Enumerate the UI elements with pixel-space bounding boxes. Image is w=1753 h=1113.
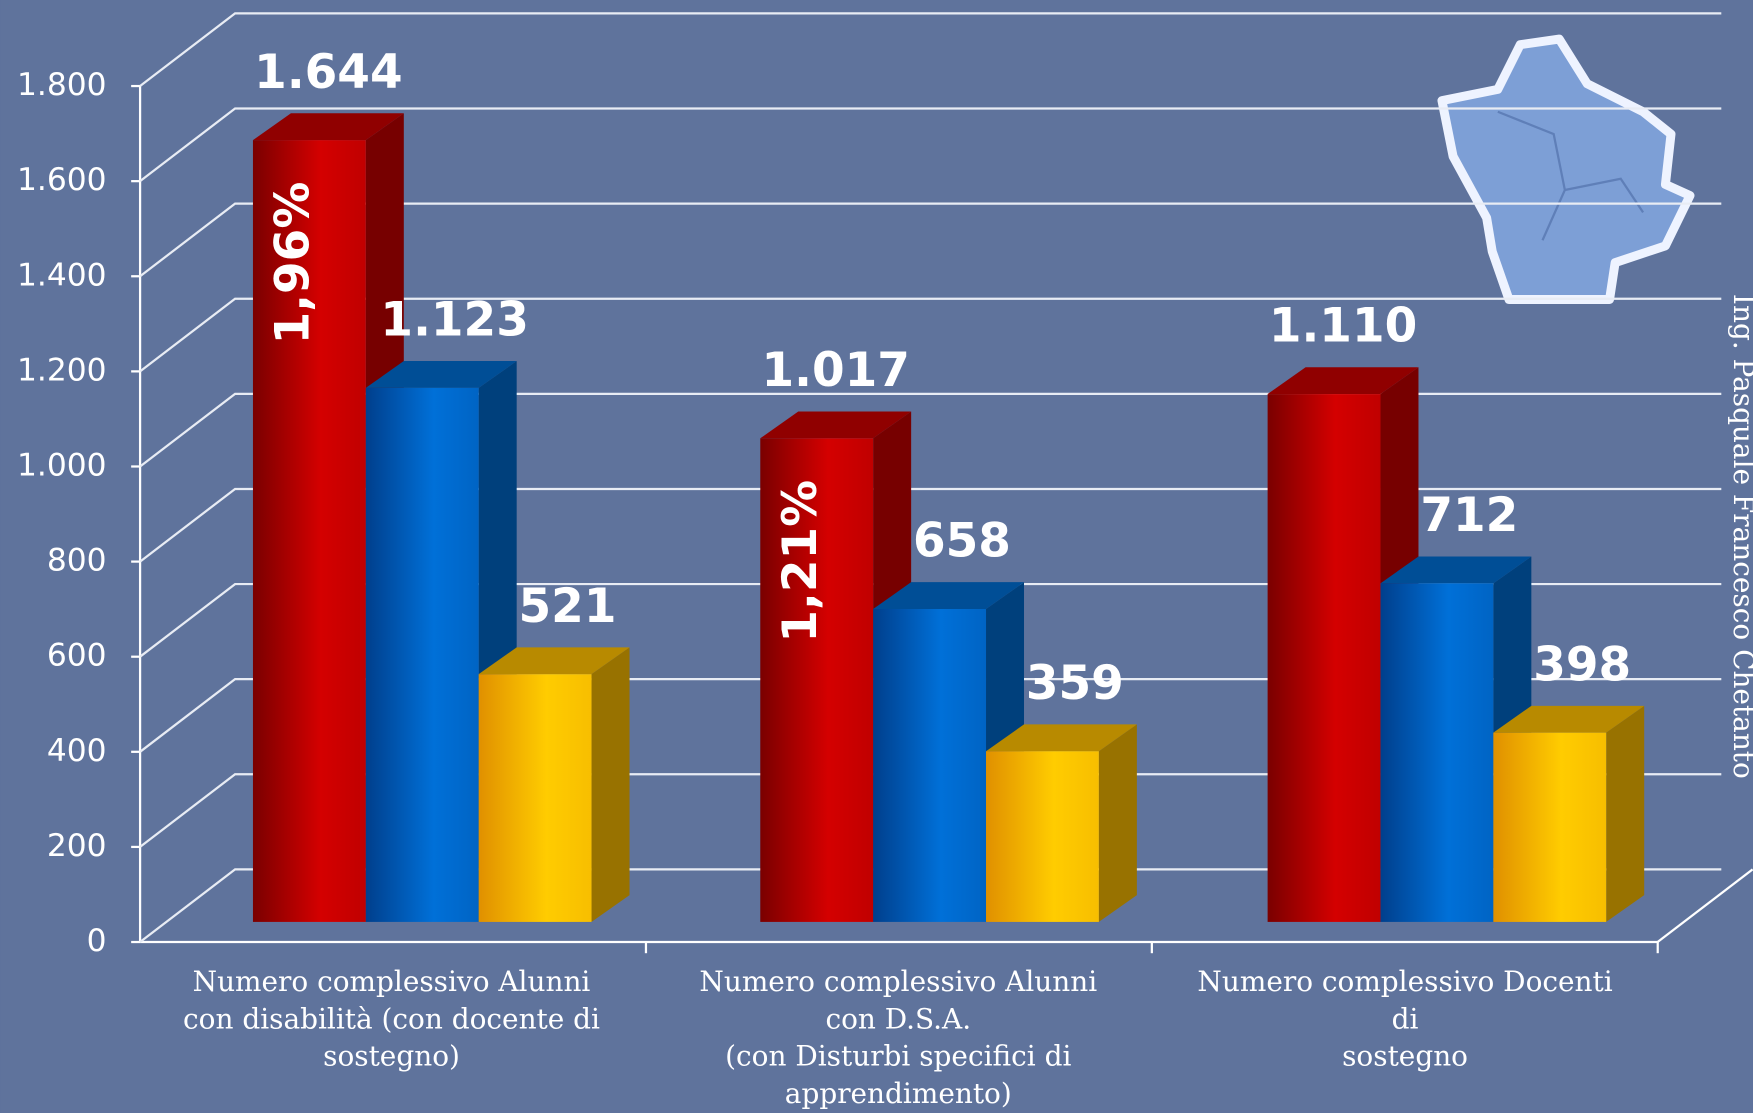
- bar-front: [478, 674, 592, 922]
- grid-line: [139, 392, 1722, 468]
- value-label: 1.644: [254, 45, 402, 100]
- grid-line: [139, 297, 1722, 373]
- annotation: 1,96%: [265, 182, 320, 345]
- bar-front: [873, 609, 987, 922]
- x-tick-label: Numero complessivo Alunni: [193, 965, 591, 998]
- x-tick-label: Numero complessivo Docenti: [1197, 965, 1612, 998]
- bar-top: [1380, 556, 1532, 584]
- y-tick-label: 800: [47, 543, 107, 579]
- annotation: 1,21%: [773, 480, 828, 643]
- bar-top: [252, 113, 404, 141]
- grid-line: [139, 868, 1722, 943]
- bar-front: [1380, 583, 1494, 922]
- y-tick-label: 0: [87, 923, 107, 959]
- x-tick-label: (con Disturbi specifici di: [725, 1040, 1071, 1073]
- bar-front: [760, 438, 874, 922]
- bar-side: [1606, 705, 1645, 922]
- grid-line: [139, 202, 1722, 278]
- value-label: 398: [1533, 637, 1631, 692]
- y-tick-label: 200: [47, 828, 107, 864]
- bar-top: [873, 582, 1025, 610]
- floor-edge: [1656, 868, 1753, 943]
- grid-line: [139, 107, 1722, 183]
- x-tick-label: apprendimento): [785, 1077, 1012, 1110]
- bar-side: [591, 647, 630, 922]
- y-tick-label: 1.000: [17, 447, 107, 483]
- grid-line: [139, 487, 1722, 563]
- value-label: 1.110: [1269, 299, 1417, 354]
- x-tick-label: con disabilità (con docente di: [183, 1002, 600, 1035]
- value-label: 658: [913, 514, 1011, 569]
- value-label: 712: [1420, 488, 1518, 543]
- bar-top: [986, 724, 1137, 752]
- x-tick-label: con D.S.A.: [825, 1002, 971, 1035]
- grid-line: [139, 582, 1722, 658]
- credit: Ing. Pasquale Francesco Chetanto: [1727, 294, 1753, 779]
- x-tick-label: Numero complessivo Alunni: [699, 965, 1097, 998]
- value-label: 1.123: [380, 293, 528, 348]
- value-label: 1.017: [762, 343, 910, 398]
- bar-front: [365, 387, 479, 922]
- bar-front: [252, 140, 366, 922]
- y-tick-label: 1.800: [17, 67, 107, 103]
- bar-top: [365, 361, 517, 388]
- bar-front: [986, 751, 1099, 922]
- y-tick-label: 400: [47, 733, 107, 769]
- bar-top: [760, 411, 912, 439]
- x-tick-label: sostegno): [323, 1040, 460, 1073]
- y-tick-label: 600: [47, 638, 107, 674]
- grid-line: [139, 12, 1722, 87]
- bar-front: [1267, 394, 1381, 922]
- x-tick-label: sostegno: [1342, 1040, 1468, 1073]
- region-map: [1437, 34, 1695, 304]
- bar-side: [1098, 724, 1137, 922]
- bar-top: [478, 647, 630, 675]
- y-tick-label: 1.400: [17, 257, 107, 293]
- bar-front: [1493, 732, 1607, 922]
- bar-top: [1493, 705, 1645, 733]
- grid-line: [139, 773, 1722, 848]
- grid-line: [139, 678, 1722, 753]
- bar: [478, 647, 630, 922]
- x-tick-label: di: [1392, 1002, 1419, 1035]
- y-tick-label: 1.200: [17, 352, 107, 388]
- value-label: 521: [519, 579, 617, 634]
- bar: [1493, 705, 1645, 922]
- value-label: 359: [1026, 656, 1124, 711]
- bar: [986, 724, 1137, 922]
- bar-top: [1267, 367, 1419, 395]
- y-tick-label: 1.600: [17, 162, 107, 198]
